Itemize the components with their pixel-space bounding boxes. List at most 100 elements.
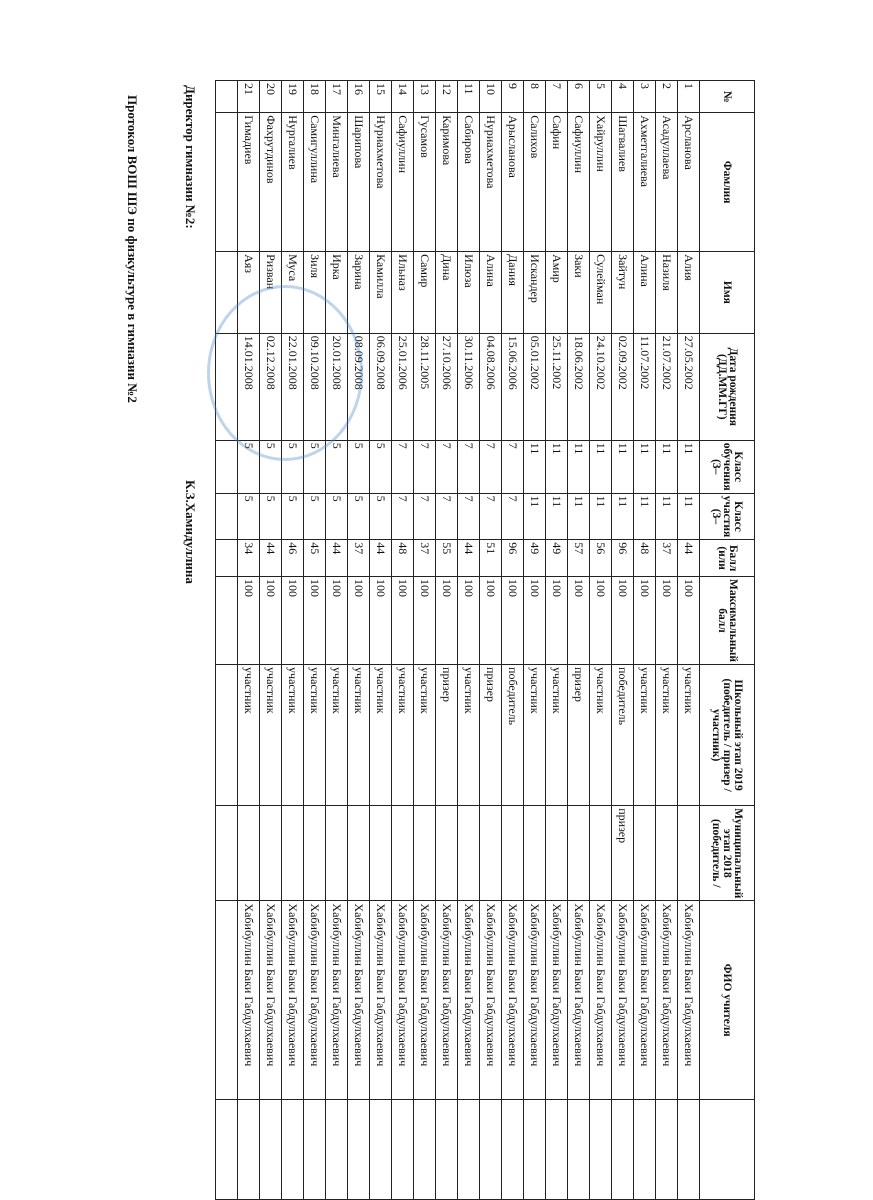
table-cell: призер	[611, 805, 634, 901]
table-cell: 100	[259, 576, 282, 665]
header-cell: Фамлия	[699, 112, 755, 252]
table-cell	[325, 805, 348, 901]
table-cell-empty	[391, 1099, 414, 1200]
table-cell: Дина	[435, 251, 458, 334]
table-cell: 96	[501, 539, 524, 577]
table-cell	[303, 805, 326, 901]
table-cell	[677, 805, 700, 901]
table-cell	[435, 805, 458, 901]
table-cell: 13	[413, 80, 436, 113]
table-cell: 37	[413, 539, 436, 577]
table-cell: Хабибуллин Баки Габдулхаевич	[567, 900, 590, 1100]
table-cell: Заки	[567, 251, 590, 334]
table-cell: 15	[369, 80, 392, 113]
table-cell: 11	[589, 440, 612, 494]
table-cell: 100	[589, 576, 612, 665]
table-cell: 100	[391, 576, 414, 665]
table-cell	[523, 805, 546, 901]
table-cell: 7	[391, 493, 414, 540]
table-cell: Мингалиева	[325, 112, 348, 252]
table-cell: 11	[589, 493, 612, 540]
table-cell: Хабибуллин Баки Габдулхаевич	[281, 900, 304, 1100]
table-cell: Камилла	[369, 251, 392, 334]
table-row: 7 Сафин Амир 25.11.2002 11 11 49 100 участник Хаб…	[545, 80, 568, 1200]
table-cell: победитель	[611, 664, 634, 806]
table-cell: 100	[545, 576, 568, 665]
table-row: 6 Сафиуллин Заки 18.06.2002 11 11 57 100 призер Х…	[567, 80, 590, 1200]
table-cell: 04.08.2006	[479, 333, 502, 441]
table-cell: 100	[413, 576, 436, 665]
table-row: 15 Нуриахметова Камилла 06.09.2008 5 5 44 100 уч…	[369, 80, 392, 1200]
table-cell: участник	[237, 664, 260, 806]
table-cell-empty	[435, 1099, 458, 1200]
table-cell: 44	[677, 539, 700, 577]
table-cell: Хабибуллин Баки Габдулхаевич	[435, 900, 458, 1100]
table-cell: 30.11.2006	[457, 333, 480, 441]
table-cell: Назиля	[655, 251, 678, 334]
table-cell: участник	[655, 664, 678, 806]
header-cell: Максимальный балл	[699, 576, 755, 665]
header-cell: Класс обучения (3–	[699, 440, 755, 494]
header-cell: Балл (или	[699, 539, 755, 577]
table-cell: 11	[457, 80, 480, 113]
table-row: 12 Каримова Дина 27.10.2006 7 7 55 100 призер Хаб…	[435, 80, 458, 1200]
table-cell: 100	[677, 576, 700, 665]
table-cell: 11	[677, 493, 700, 540]
table-cell: призер	[567, 664, 590, 806]
table-cell: 100	[457, 576, 480, 665]
table-cell: 18	[303, 80, 326, 113]
table-cell: участник	[303, 664, 326, 806]
table-cell: Зарина	[347, 251, 370, 334]
table-cell: Алина	[479, 251, 502, 334]
table-cell: 100	[655, 576, 678, 665]
table-cell: 100	[435, 576, 458, 665]
table-cell: 7	[413, 493, 436, 540]
table-cell-empty	[215, 900, 238, 1100]
table-cell: 27.05.2002	[677, 333, 700, 441]
table-cell: 45	[303, 539, 326, 577]
table-cell: Арсланова	[677, 112, 700, 252]
table-cell-empty	[369, 1099, 392, 1200]
table-cell: 51	[479, 539, 502, 577]
table-cell: Хабибуллин Баки Габдулхаевич	[655, 900, 678, 1100]
table-cell: 11	[545, 493, 568, 540]
table-cell: 25.11.2002	[545, 333, 568, 441]
table-cell-empty	[347, 1099, 370, 1200]
table-cell: 7	[501, 440, 524, 494]
table-cell: победитель	[501, 664, 524, 806]
table-cell: Хабибуллин Баки Габдулхаевич	[237, 900, 260, 1100]
table-cell: 14	[391, 80, 414, 113]
table-cell: 3	[633, 80, 656, 113]
table-cell: Дания	[501, 251, 524, 334]
table-cell: Хабибуллин Баки Габдулхаевич	[369, 900, 392, 1100]
table-cell: 5	[369, 440, 392, 494]
table-cell: Гимадиев	[237, 112, 260, 252]
table-row: 16 Шарипова Зарина 08.09.2008 5 5 37 100 участни…	[347, 80, 370, 1200]
table-cell: Зайтун	[611, 251, 634, 334]
table-cell: 11	[567, 440, 590, 494]
table-cell: 24.10.2002	[589, 333, 612, 441]
table-cell: 7	[435, 493, 458, 540]
table-cell: 5	[281, 493, 304, 540]
table-cell: Ахметгалиева	[633, 112, 656, 252]
table-cell: Сафиуллин	[567, 112, 590, 252]
table-cell: Сафин	[545, 112, 568, 252]
table-cell: 100	[237, 576, 260, 665]
table-cell	[369, 805, 392, 901]
table-cell: 44	[259, 539, 282, 577]
table-cell: Нуриахметова	[369, 112, 392, 252]
table-cell: Хабибуллин Баки Габдулхаевич	[303, 900, 326, 1100]
table-cell	[501, 805, 524, 901]
table-cell-empty	[215, 805, 238, 901]
table-cell: Сафиуллин	[391, 112, 414, 252]
table-cell: 100	[369, 576, 392, 665]
table-cell: 100	[501, 576, 524, 665]
table-cell: Нургалиев	[281, 112, 304, 252]
table-cell: 1	[677, 80, 700, 113]
table-cell-empty	[523, 1099, 546, 1200]
table-cell: участник	[545, 664, 568, 806]
table-cell: Сулейман	[589, 251, 612, 334]
table-cell: 100	[567, 576, 590, 665]
